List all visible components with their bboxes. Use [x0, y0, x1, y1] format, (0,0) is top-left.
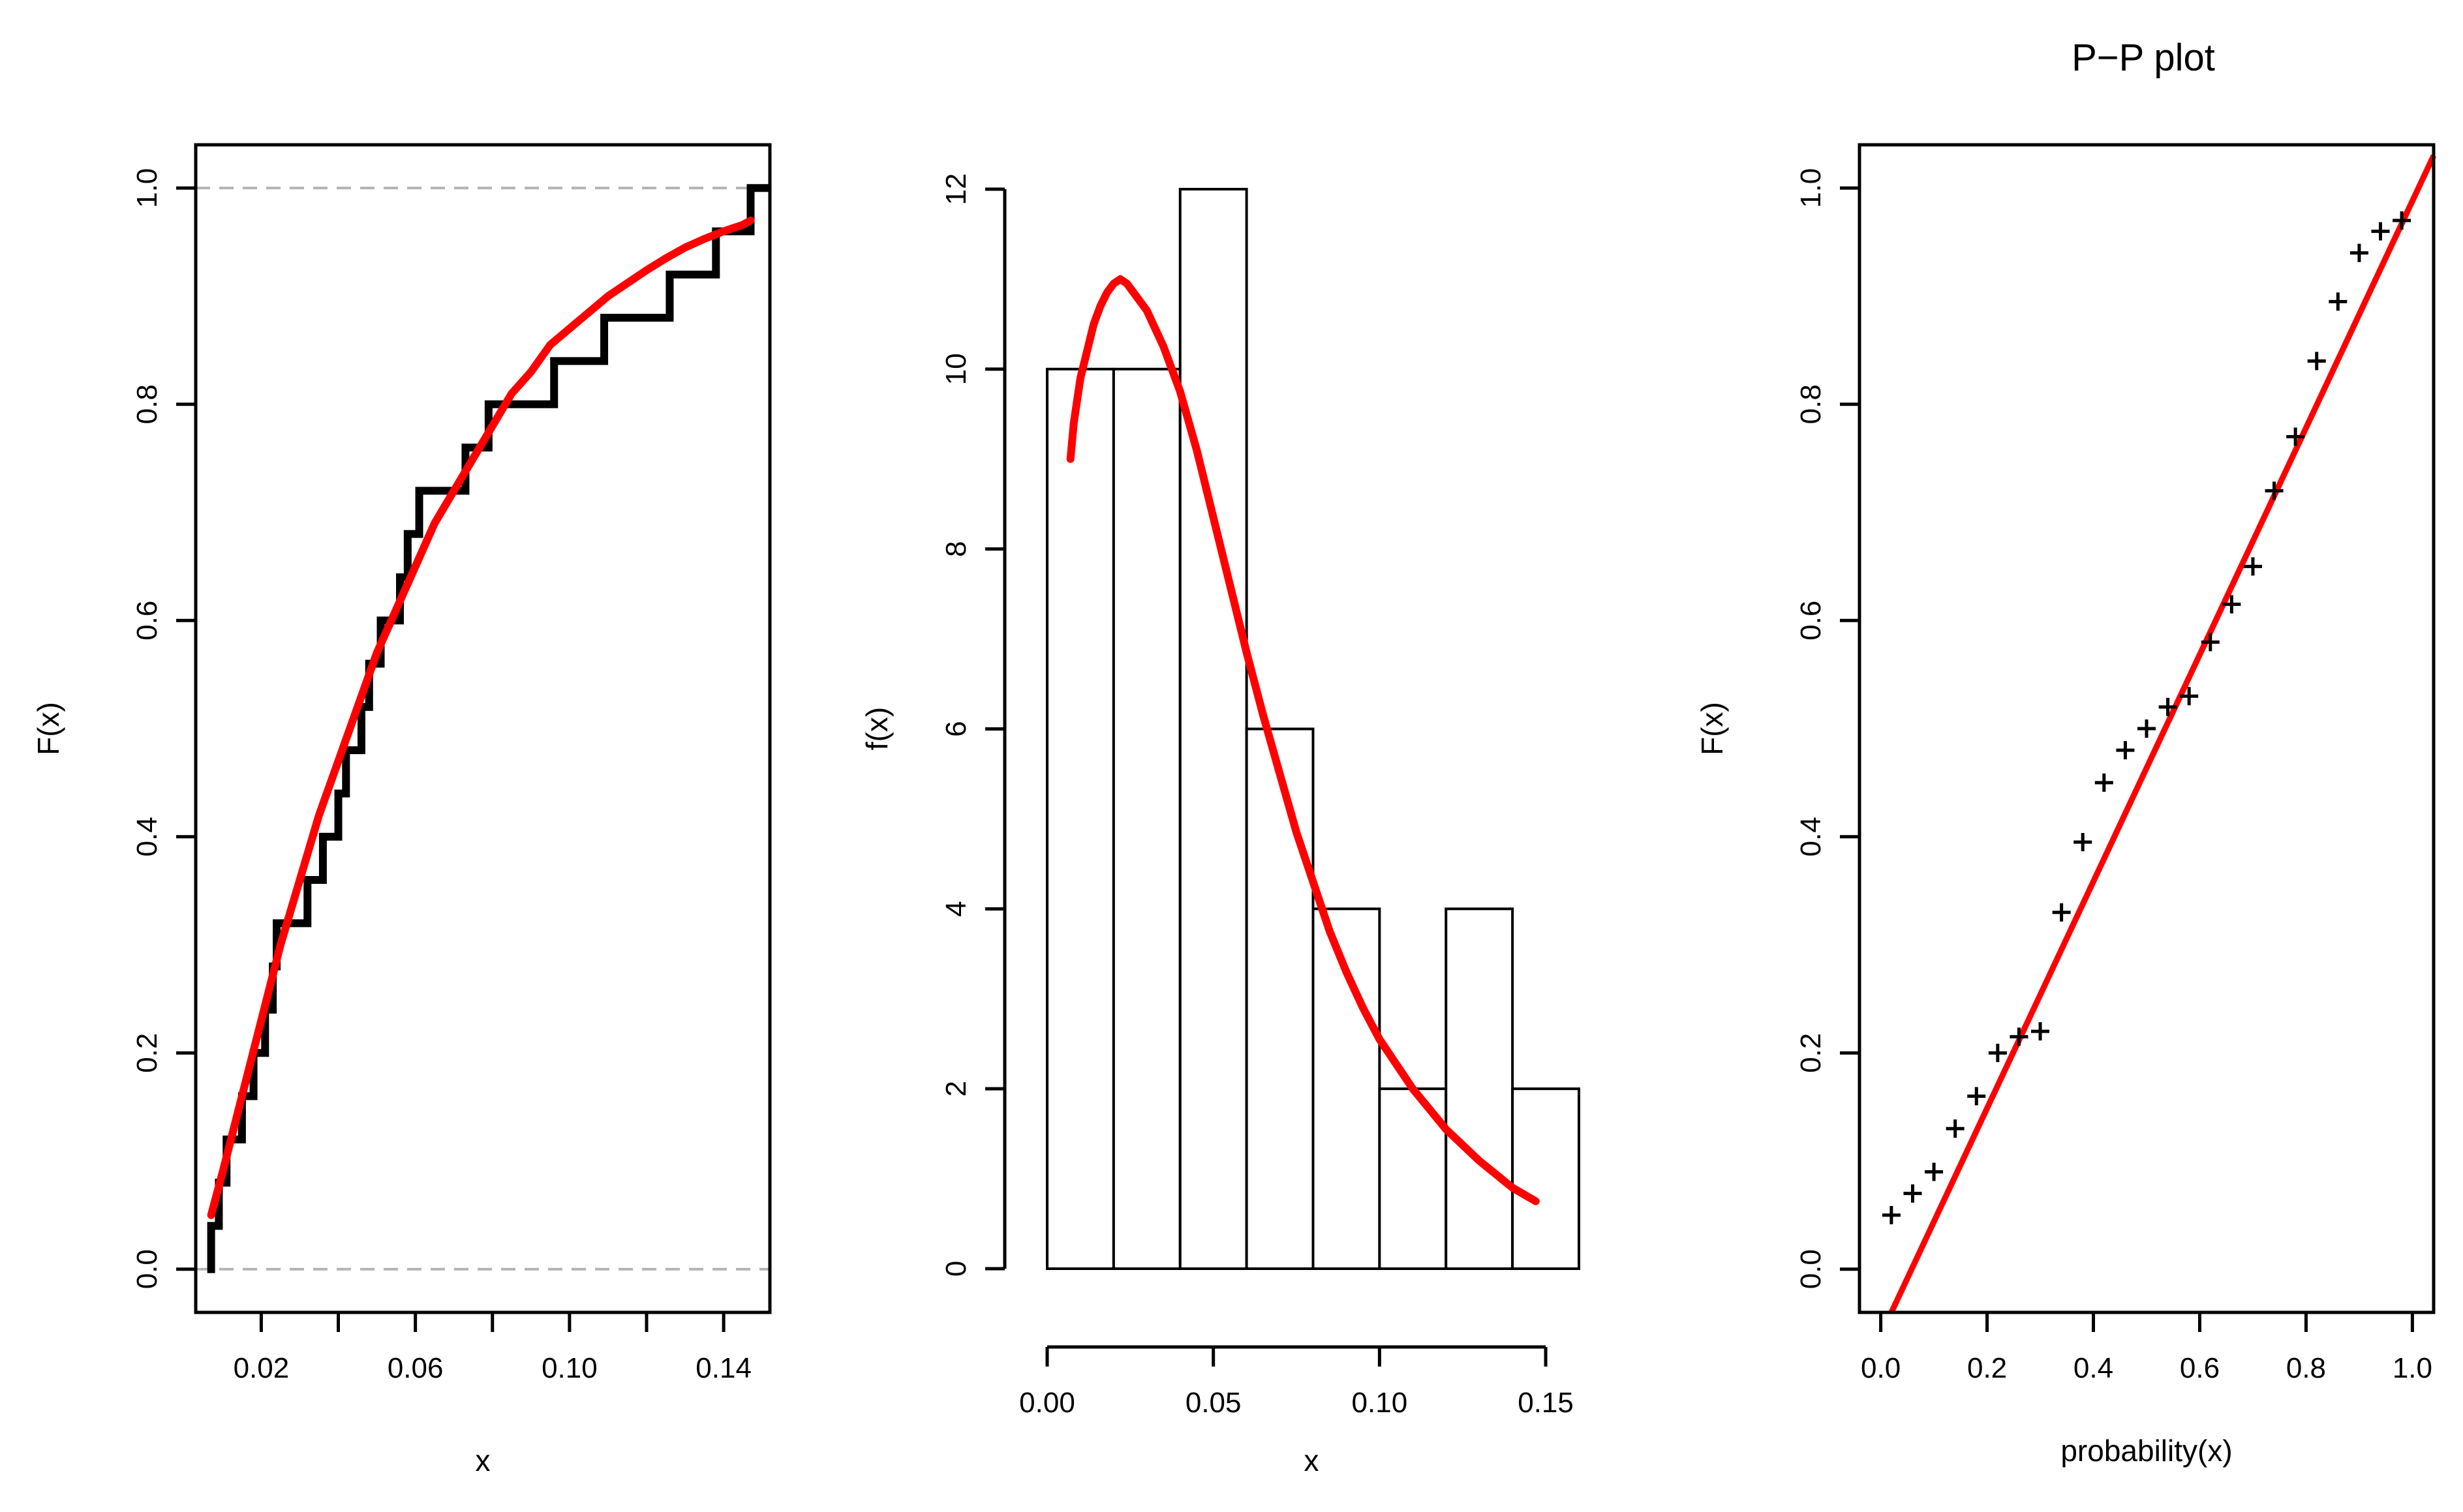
cdf-plot-frame — [194, 143, 772, 1314]
pp-point — [2116, 741, 2135, 760]
x-tick-label: 0.06 — [388, 1352, 444, 1384]
x-tick-label: 0.4 — [2073, 1352, 2113, 1384]
x-tick-label: 0.2 — [1967, 1352, 2007, 1384]
pp-point — [2286, 427, 2305, 446]
pp-x-axis-label: probability(x) — [2060, 1434, 2232, 1468]
x-tick-label: 0.14 — [696, 1352, 752, 1384]
y-tick-label: 0.0 — [131, 1249, 163, 1289]
pp-point — [2371, 222, 2390, 241]
pp-point — [2158, 697, 2177, 716]
cdf-plot-area — [196, 184, 770, 1273]
x-tick-label: 0.05 — [1186, 1387, 1242, 1419]
histogram-x-axis: 0.00 0.05 0.10 0.15 — [1019, 1345, 1574, 1419]
pp-point — [2393, 211, 2411, 230]
x-tick-label: 1.0 — [2393, 1352, 2432, 1384]
y-tick-label: 0 — [940, 1261, 972, 1277]
y-tick-label: 6 — [940, 721, 972, 736]
x-tick-label: 0.15 — [1518, 1387, 1574, 1419]
histogram-bar — [1511, 1087, 1580, 1270]
x-tick-label: 0.10 — [542, 1352, 598, 1384]
pp-point — [2243, 557, 2262, 576]
pp-point — [1903, 1184, 1922, 1203]
pp-y-axis: 0.0 0.2 0.4 0.6 0.8 1.0 — [1795, 168, 1859, 1289]
x-tick-label: 0.6 — [2180, 1352, 2220, 1384]
x-tick-label: 0.0 — [1861, 1352, 1901, 1384]
pp-point — [2307, 352, 2326, 370]
cdf-x-axis-label: x — [476, 1444, 491, 1477]
y-tick-label: 2 — [940, 1081, 972, 1096]
pp-point — [2010, 1027, 2028, 1046]
y-tick-label: 1.0 — [1795, 168, 1827, 208]
pp-point — [2265, 481, 2284, 500]
pp-point — [1882, 1205, 1901, 1224]
pp-point — [1988, 1044, 2007, 1063]
pp-point — [1946, 1119, 1965, 1138]
x-tick-label: 0.8 — [2286, 1352, 2326, 1384]
pp-point — [2329, 292, 2348, 311]
cdf-y-axis: 0.0 0.2 0.4 0.6 0.8 1.0 — [131, 168, 196, 1289]
y-tick-label: 4 — [940, 901, 972, 916]
fitted-density-line — [1066, 275, 1540, 1205]
histogram-bar — [1245, 727, 1315, 1270]
histogram-y-axis: 0 2 4 6 8 10 12 — [940, 174, 1007, 1277]
y-tick-label: 1.0 — [131, 168, 163, 208]
fitted-cdf-line — [207, 217, 755, 1219]
pp-point — [1967, 1087, 1986, 1106]
x-tick-label: 0.02 — [234, 1352, 290, 1384]
pp-point — [2349, 243, 2368, 262]
y-tick-label: 12 — [940, 174, 972, 205]
histogram-bar — [1112, 367, 1182, 1270]
y-tick-label: 0.6 — [131, 601, 163, 641]
histogram-bar — [1445, 907, 1514, 1271]
y-tick-label: 0.0 — [1795, 1249, 1827, 1289]
pp-point — [2201, 633, 2220, 652]
x-tick-label: 0.10 — [1352, 1387, 1408, 1419]
cdf-x-axis: 0.02 0.06 0.10 0.14 — [234, 1312, 752, 1384]
pp-x-axis: 0.0 0.2 0.4 0.6 0.8 1.0 — [1861, 1312, 2432, 1384]
pp-point — [2073, 833, 2092, 852]
y-tick-label: 0.6 — [1795, 601, 1827, 641]
histogram-bar — [1046, 367, 1115, 1270]
panel-cdf: 0.02 0.06 0.10 0.14 0.0 0.2 0.4 0.6 0.8 1.0 x F(… — [31, 143, 772, 1477]
panel-pp-plot: P−P plot 0.0 0.2 0.4 0.6 0.8 1.0 0.0 0.2 0.4 0.6… — [1695, 37, 2437, 1468]
reference-line — [1888, 154, 2437, 1314]
pp-y-axis-label: F(x) — [1695, 702, 1729, 755]
y-tick-label: 0.4 — [1795, 817, 1827, 856]
histogram-bar — [1178, 188, 1248, 1270]
histogram-x-axis-label: x — [1304, 1444, 1319, 1477]
y-tick-label: 8 — [940, 541, 972, 556]
pp-point — [2052, 903, 2071, 922]
y-tick-label: 10 — [940, 353, 972, 385]
cdf-y-axis-label: F(x) — [31, 702, 65, 755]
pp-point — [2180, 687, 2199, 706]
y-tick-label: 0.2 — [131, 1033, 163, 1073]
y-tick-label: 0.8 — [131, 384, 163, 424]
pp-point — [2094, 773, 2113, 792]
pp-plot-title: P−P plot — [2072, 37, 2215, 79]
pp-point — [2031, 1022, 2050, 1041]
pp-point — [2137, 719, 2156, 738]
histogram-y-axis-label: f(x) — [860, 707, 894, 750]
pp-point — [1925, 1162, 1944, 1181]
histogram-plot-area — [1046, 188, 1580, 1271]
pp-plot-area — [1882, 154, 2437, 1314]
panel-histogram: 0.00 0.05 0.10 0.15 0 2 4 6 8 10 12 x f(x) — [860, 174, 1580, 1477]
x-tick-label: 0.00 — [1019, 1387, 1075, 1419]
y-tick-label: 0.2 — [1795, 1033, 1827, 1073]
y-tick-label: 0.8 — [1795, 384, 1827, 424]
y-tick-label: 0.4 — [131, 817, 163, 856]
pp-point — [2222, 595, 2241, 614]
pp-plot-frame — [1858, 143, 2436, 1314]
